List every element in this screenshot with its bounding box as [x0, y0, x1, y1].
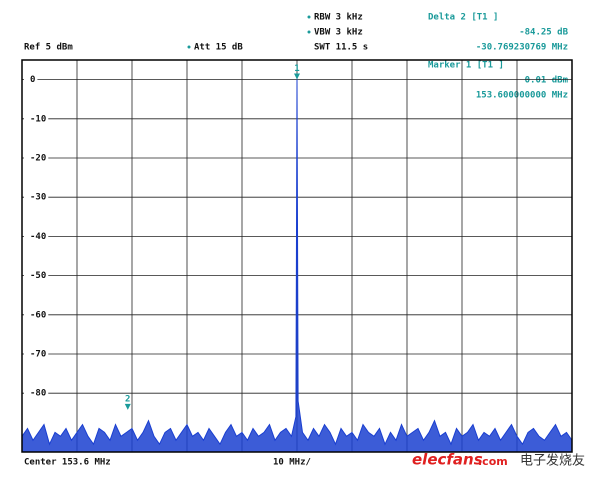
y-tick-label: 0: [30, 75, 35, 85]
marker-title: Marker 1 [T1 ]: [428, 61, 504, 71]
watermark-tagline: 电子发烧友: [520, 453, 585, 469]
label-background: [24, 349, 49, 359]
label-background: [24, 388, 49, 399]
vbw: VBW 3 kHz: [314, 28, 363, 38]
rbw: RBW 3 kHz: [314, 13, 363, 23]
label-background: [24, 74, 38, 85]
y-tick-label: -80: [30, 389, 46, 399]
plot-border: [21, 59, 573, 453]
ref-level: Ref 5 dBm: [24, 43, 73, 53]
bullet: [307, 30, 311, 34]
delta-level: -84.25 dB: [519, 28, 568, 38]
sweep-time: SWT 11.5 s: [314, 43, 368, 53]
span-per-division: 10 MHz/: [273, 458, 311, 468]
delta-title: Delta 2 [T1 ]: [428, 13, 498, 23]
marker-label: 2: [125, 394, 130, 404]
y-tick-label: -50: [30, 271, 46, 281]
label-background: [24, 270, 49, 281]
label-background: [24, 192, 49, 203]
attenuation: Att 15 dB: [194, 43, 243, 53]
marker-frequency: 153.600000000 MHz: [476, 91, 568, 101]
watermark-domain: .com: [478, 455, 508, 468]
label-background: [24, 231, 49, 242]
bullet: [187, 45, 191, 49]
y-tick-label: -20: [30, 154, 46, 164]
y-tick-label: -60: [30, 310, 46, 320]
watermark-brand: elecfans: [412, 451, 483, 469]
delta-frequency: -30.769230769 MHz: [476, 43, 568, 53]
center-frequency: Center 153.6 MHz: [24, 458, 111, 468]
bullet: [307, 15, 311, 19]
label-background: [24, 153, 49, 163]
label-background: [24, 113, 49, 124]
y-tick-label: -10: [30, 114, 46, 124]
label-background: [24, 309, 49, 320]
marker: [124, 403, 131, 410]
y-tick-label: -70: [30, 350, 46, 360]
spectrum-fill: [22, 79, 572, 453]
y-tick-label: -40: [30, 232, 46, 242]
marker-label: 1: [294, 64, 299, 74]
y-tick-label: -30: [30, 193, 46, 203]
marker-level: 0.01 dBm: [525, 76, 569, 86]
marker: [294, 73, 300, 80]
